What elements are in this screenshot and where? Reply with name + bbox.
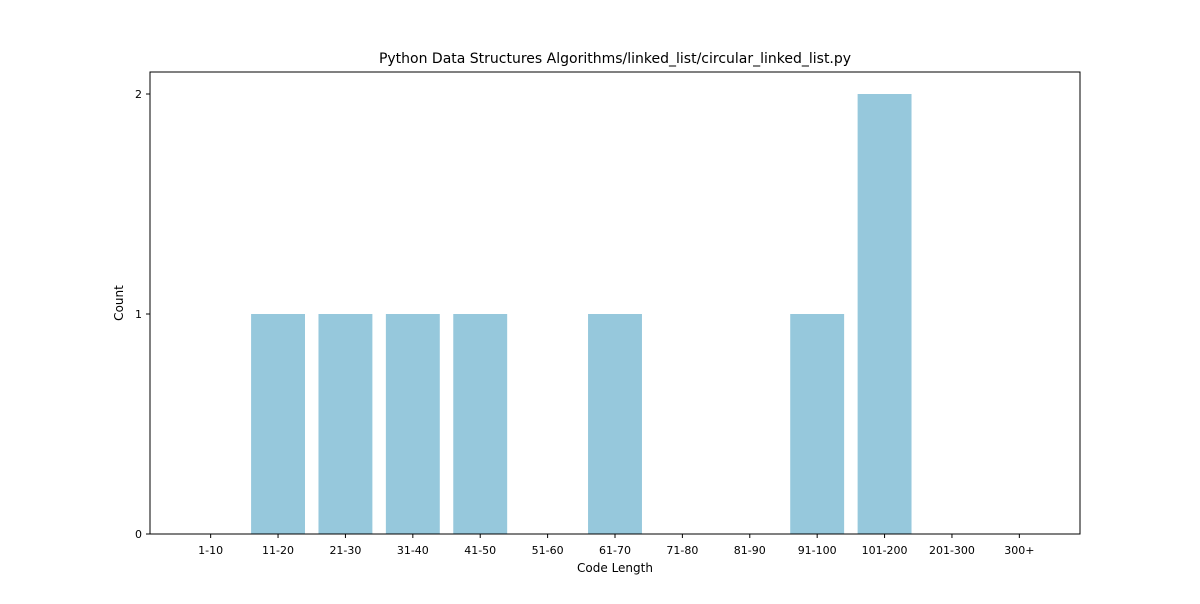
bar-11-20 — [251, 314, 305, 534]
x-tick-label: 201-300 — [929, 544, 975, 557]
chart-title: Python Data Structures Algorithms/linked… — [379, 51, 851, 67]
x-tick-label: 21-30 — [329, 544, 361, 557]
x-tick-label: 71-80 — [666, 544, 698, 557]
x-tick-label: 1-10 — [198, 544, 223, 557]
y-tick-label: 0 — [135, 528, 142, 541]
bars-group — [251, 94, 912, 534]
x-tick-label: 81-90 — [734, 544, 766, 557]
bar-41-50 — [453, 314, 508, 534]
y-axis-label: Count — [112, 285, 126, 321]
y-tick-label: 1 — [135, 308, 142, 321]
x-tick-label: 11-20 — [262, 544, 294, 557]
x-tick-label: 31-40 — [397, 544, 429, 557]
bar-61-70 — [588, 314, 642, 534]
bar-31-40 — [385, 314, 440, 534]
x-tick-label: 101-200 — [862, 544, 908, 557]
x-tick-label: 61-70 — [599, 544, 631, 557]
y-tick-label: 2 — [135, 88, 142, 101]
x-tick-label: 41-50 — [464, 544, 496, 557]
bar-101-200 — [857, 94, 912, 534]
bar-21-30 — [318, 314, 373, 534]
x-axis-label: Code Length — [577, 561, 653, 575]
x-tick-label: 51-60 — [532, 544, 564, 557]
x-tick-label: 300+ — [1004, 544, 1034, 557]
y-axis: 0 1 2 — [135, 88, 150, 541]
bar-91-100 — [790, 314, 845, 534]
x-axis: 1-10 11-20 21-30 31-40 41-50 51-60 61-70 71-80 8… — [198, 534, 1034, 557]
x-tick-label: 91-100 — [798, 544, 837, 557]
